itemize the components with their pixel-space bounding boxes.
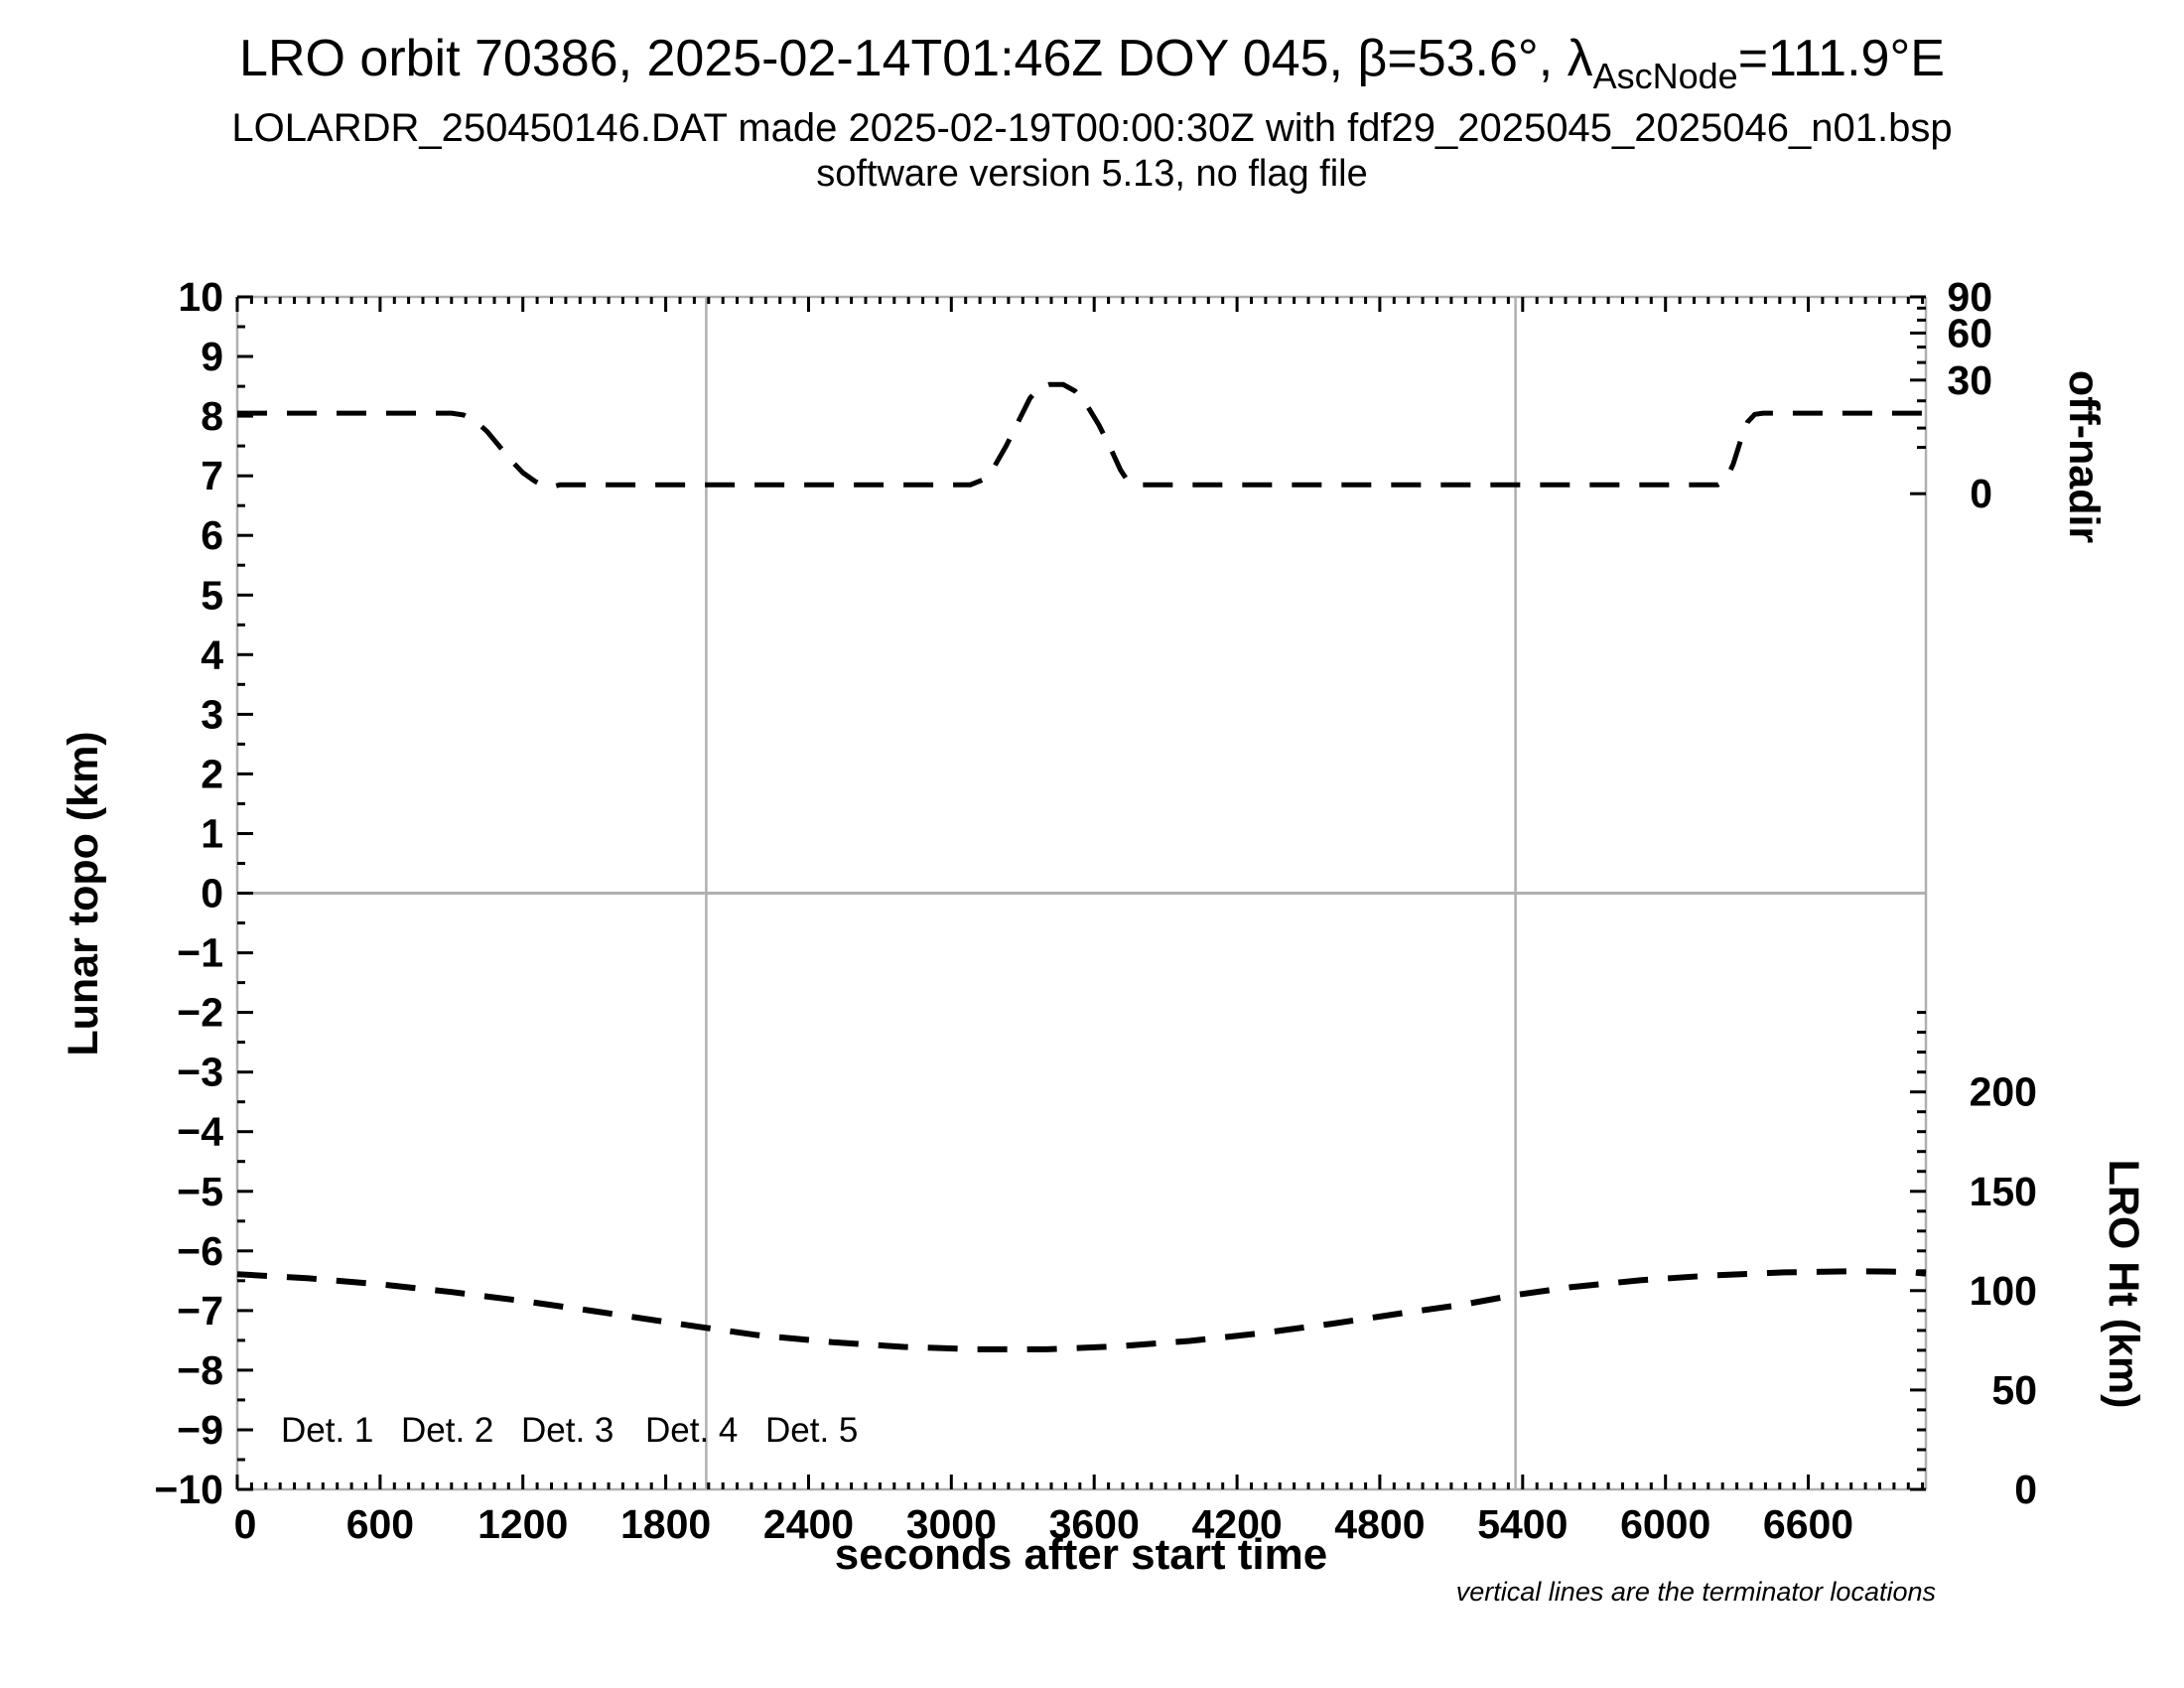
- x-axis-title: seconds after start time: [835, 1530, 1327, 1579]
- legend-item-det-1: Det. 1: [281, 1411, 373, 1450]
- x-axis-tick-label: 600: [346, 1501, 414, 1547]
- y-left-tick-label: −6: [177, 1228, 223, 1274]
- lro-ht-tick-label: 200: [1970, 1069, 2037, 1115]
- x-axis-tick-label: 3000: [906, 1501, 997, 1547]
- x-axis-tick-label: 1200: [478, 1501, 568, 1547]
- y-left-tick-label: −4: [177, 1109, 223, 1155]
- y-left-tick-label: −8: [177, 1347, 223, 1393]
- y-left-tick-label: −10: [154, 1467, 223, 1512]
- y-left-tick-label: 9: [201, 334, 223, 379]
- y-left-tick-label: 10: [178, 274, 223, 320]
- x-axis-tick-label: 2400: [763, 1501, 854, 1547]
- y-left-axis-title: Lunar topo (km): [60, 731, 107, 1055]
- y-left-tick-label: −3: [177, 1050, 223, 1095]
- lro-ht-tick-label: 0: [2014, 1467, 2037, 1512]
- legend-item-det-3: Det. 3: [521, 1411, 614, 1450]
- offnadir-tick-label: 90: [1947, 274, 1992, 320]
- x-axis-tick-label: 6000: [1620, 1501, 1710, 1547]
- y-left-tick-label: −7: [177, 1288, 223, 1334]
- x-axis-tick-label: 5400: [1477, 1501, 1568, 1547]
- lro-ht-tick-label: 100: [1970, 1268, 2037, 1314]
- y-left-tick-label: −9: [177, 1407, 223, 1453]
- x-axis-tick-label: 6600: [1763, 1501, 1853, 1547]
- y-left-tick-label: 7: [201, 453, 223, 498]
- lro-ht-tick-label: 50: [1991, 1367, 2037, 1413]
- x-axis-tick-label: 4200: [1191, 1501, 1282, 1547]
- lro-height-curve: [236, 1268, 1927, 1352]
- y-left-tick-label: −5: [177, 1169, 223, 1214]
- x-axis-tick-label: 1800: [620, 1501, 711, 1547]
- y-left-tick-label: 1: [201, 811, 223, 857]
- legend-item-det-2: Det. 2: [401, 1411, 493, 1450]
- figure-title: LRO orbit 70386, 2025-02-14T01:46Z DOY 0…: [239, 30, 1945, 96]
- offnadir-tick-label: 60: [1947, 310, 1992, 355]
- offnadir-axis-title: off-nadir: [2060, 370, 2108, 544]
- lro-ht-axis-title: LRO Ht (km): [2100, 1160, 2147, 1409]
- lro-ht-tick-label: 150: [1970, 1169, 2037, 1214]
- software-version-line: software version 5.13, no flag file: [816, 153, 1368, 195]
- chart-layer: 0 600 1200 1800 2400 3000 3600 4200 4800 5400 6000…: [154, 274, 2037, 1547]
- x-axis-tick-label: 4800: [1334, 1501, 1425, 1547]
- y-left-tick-label: 4: [201, 632, 223, 677]
- y-left-tick-label: 2: [201, 751, 223, 796]
- legend-item-det-4: Det. 4: [645, 1411, 738, 1450]
- figure-subtitle: LOLARDR_250450146.DAT made 2025-02-19T00…: [231, 106, 1952, 150]
- y-left-tick-label: 5: [201, 572, 223, 618]
- y-left-tick-label: 8: [201, 393, 223, 439]
- offnadir-tick-label: 30: [1947, 357, 1992, 403]
- terminator-footnote: vertical lines are the terminator locati…: [1456, 1577, 1936, 1607]
- y-left-tick-label: 0: [201, 871, 223, 916]
- legend-item-det-5: Det. 5: [765, 1411, 858, 1450]
- y-left-tick-label: 3: [201, 691, 223, 737]
- x-axis-tick-label: 0: [234, 1501, 257, 1547]
- offnadir-tick-label: 0: [1970, 471, 1992, 516]
- x-axis-tick-label: 3600: [1049, 1501, 1140, 1547]
- y-left-tick-label: −1: [177, 930, 223, 976]
- y-left-tick-label: −2: [177, 990, 223, 1036]
- y-left-tick-label: 6: [201, 512, 223, 558]
